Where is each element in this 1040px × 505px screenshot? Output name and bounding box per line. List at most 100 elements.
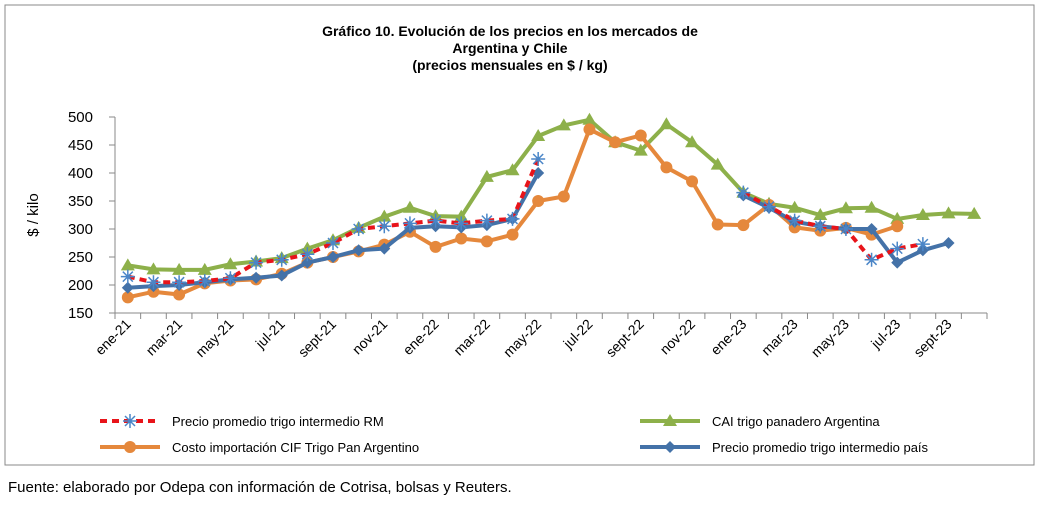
point bbox=[378, 242, 391, 255]
point bbox=[660, 161, 673, 174]
point bbox=[146, 275, 161, 290]
chart-title: (precios mensuales en $ / kg) bbox=[412, 57, 607, 73]
point bbox=[891, 220, 904, 233]
point bbox=[121, 281, 134, 294]
point bbox=[197, 274, 212, 289]
point bbox=[402, 216, 417, 231]
point bbox=[479, 169, 494, 182]
point bbox=[250, 271, 263, 284]
point bbox=[967, 206, 982, 219]
point bbox=[865, 223, 878, 235]
point bbox=[531, 152, 546, 166]
point bbox=[223, 257, 238, 270]
point bbox=[890, 211, 905, 224]
point bbox=[223, 271, 238, 286]
point bbox=[300, 247, 315, 262]
point bbox=[685, 135, 700, 148]
point bbox=[864, 252, 879, 267]
legend-label: Precio promedio trigo intermedio país bbox=[712, 440, 929, 455]
point bbox=[711, 218, 724, 231]
point bbox=[664, 441, 676, 453]
point bbox=[813, 208, 828, 220]
point bbox=[556, 118, 571, 131]
point bbox=[275, 269, 288, 282]
point bbox=[532, 167, 545, 179]
point bbox=[663, 414, 677, 426]
point bbox=[531, 129, 546, 142]
point bbox=[891, 256, 904, 269]
source-note: Fuente: elaborado por Odepa con informac… bbox=[8, 479, 512, 496]
chart-title: Gráfico 10. Evolución de los precios en … bbox=[322, 23, 698, 39]
point bbox=[146, 262, 161, 275]
point bbox=[480, 235, 493, 248]
point bbox=[428, 213, 443, 228]
point bbox=[454, 209, 469, 222]
y-tick-label: 200 bbox=[68, 277, 93, 294]
point bbox=[941, 206, 956, 219]
point bbox=[890, 241, 905, 256]
point bbox=[173, 288, 186, 301]
point bbox=[557, 190, 570, 203]
chart-frame bbox=[4, 4, 1035, 466]
point bbox=[301, 256, 314, 269]
point bbox=[582, 112, 597, 125]
point bbox=[686, 175, 699, 188]
y-axis-label: $ / kilo bbox=[25, 193, 42, 236]
point bbox=[762, 199, 776, 214]
y-tick-label: 250 bbox=[68, 249, 93, 266]
point bbox=[505, 211, 520, 226]
point bbox=[787, 213, 802, 228]
point bbox=[172, 262, 187, 275]
point bbox=[121, 291, 134, 304]
legend-label: Precio promedio trigo intermedio RM bbox=[172, 414, 384, 429]
point bbox=[838, 222, 853, 236]
legend-label: CAI trigo panadero Argentina bbox=[712, 414, 880, 429]
point bbox=[123, 414, 137, 428]
point bbox=[633, 143, 648, 156]
point bbox=[787, 200, 802, 213]
y-tick-label: 500 bbox=[68, 109, 93, 126]
point bbox=[455, 232, 468, 245]
y-tick-label: 150 bbox=[68, 305, 93, 322]
point bbox=[609, 136, 622, 149]
point bbox=[813, 219, 828, 234]
point bbox=[838, 201, 853, 214]
point bbox=[506, 228, 519, 241]
point bbox=[634, 129, 647, 142]
point bbox=[377, 209, 392, 222]
point bbox=[659, 117, 674, 130]
point bbox=[326, 236, 340, 250]
y-tick-label: 400 bbox=[68, 165, 93, 182]
point bbox=[351, 222, 366, 236]
point bbox=[942, 237, 955, 249]
point bbox=[172, 275, 187, 290]
point bbox=[737, 219, 750, 232]
point bbox=[864, 200, 879, 213]
series-line bbox=[127, 158, 924, 285]
point bbox=[124, 441, 136, 453]
point bbox=[249, 255, 264, 270]
point bbox=[505, 163, 520, 176]
point bbox=[532, 195, 545, 207]
point bbox=[120, 258, 135, 271]
point bbox=[915, 237, 930, 252]
point bbox=[429, 240, 442, 253]
point bbox=[915, 208, 930, 220]
point bbox=[583, 123, 596, 136]
point bbox=[327, 251, 339, 263]
point bbox=[352, 244, 365, 257]
point bbox=[274, 252, 289, 267]
y-tick-label: 350 bbox=[68, 193, 93, 210]
point bbox=[736, 185, 751, 200]
point bbox=[454, 216, 469, 231]
point bbox=[402, 200, 417, 213]
point bbox=[479, 213, 494, 228]
y-tick-label: 300 bbox=[68, 221, 93, 238]
legend-label: Costo importación CIF Trigo Pan Argentin… bbox=[172, 440, 419, 455]
y-tick-label: 450 bbox=[68, 137, 93, 154]
point bbox=[197, 262, 212, 275]
point bbox=[377, 219, 392, 234]
chart-title: Argentina y Chile bbox=[452, 40, 567, 56]
point bbox=[120, 269, 135, 284]
